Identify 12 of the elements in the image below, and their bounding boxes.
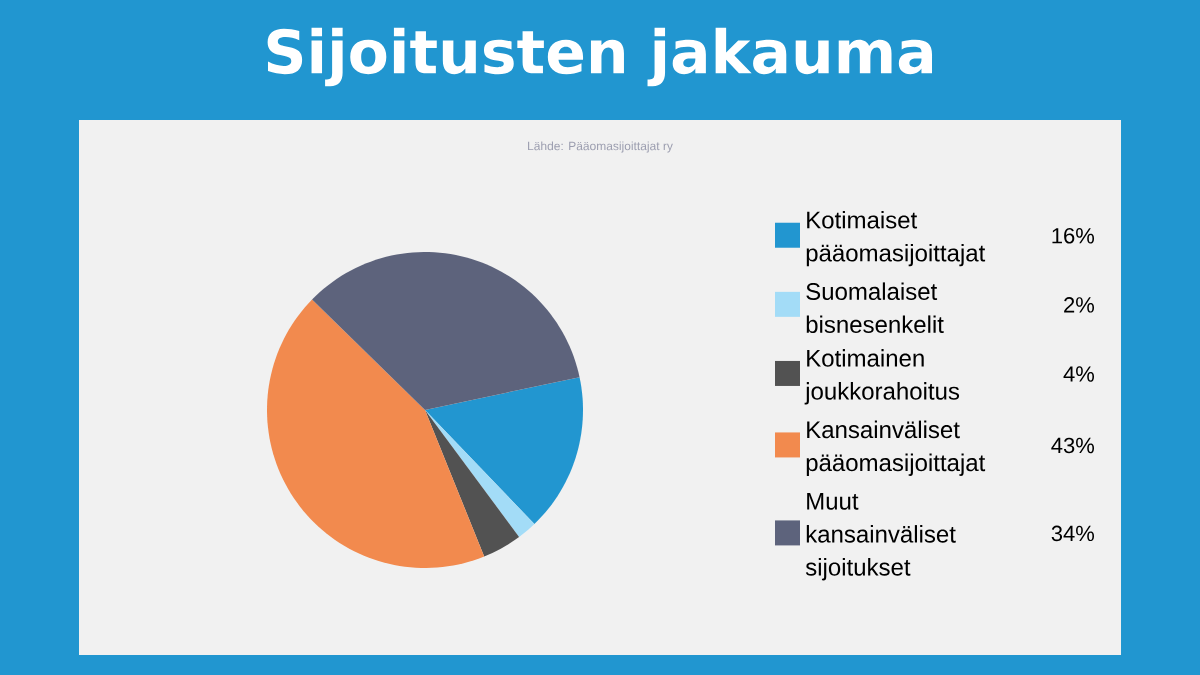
data-label: 4% [1063,366,1095,382]
legend-label: Kansainväliset pääomasijoittajat [806,420,986,476]
data-label: 16% [1052,227,1095,244]
chart-title: Sijoitusten jakauma [267,27,933,87]
text: Lähde: Pääomasijoittajat ry [528,141,673,153]
data-label: 43% [1051,437,1095,454]
data-label: 34% [1051,525,1095,542]
data-label: 2% [1064,297,1095,313]
legend-label: Kotimaiset pääomasijoittajat [806,210,986,267]
legend-label: Suomalaiset bisnesenkelit [806,282,944,334]
legend-label: Kotimainen joukkorahoitus [804,349,960,405]
legend-label: Muut kansainväliset sijoitukset [805,492,956,581]
